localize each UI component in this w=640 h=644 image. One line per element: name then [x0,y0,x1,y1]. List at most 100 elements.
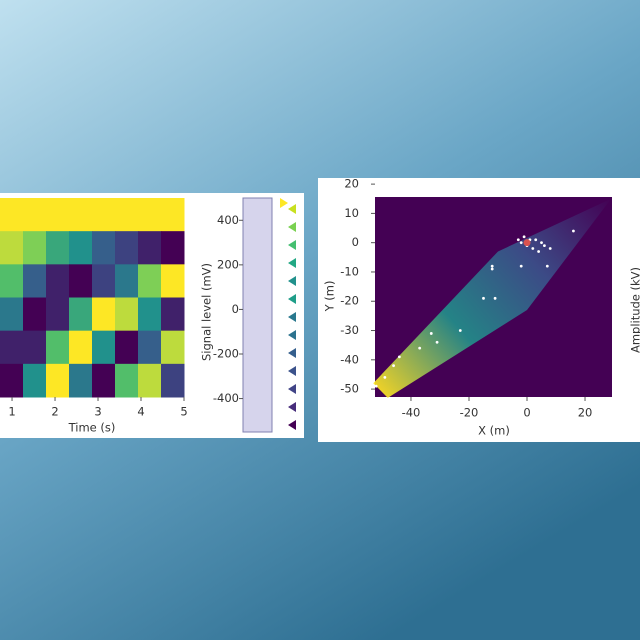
scatter-point [537,250,540,253]
scatter-point [491,265,494,268]
scatter-point [383,376,386,379]
y-tick-label: -50 [340,382,359,396]
heatmap-cell [92,331,116,365]
scatter-point [517,238,520,241]
scatter-point [540,241,543,244]
heatmap-cell [115,264,139,298]
x-tick-label: 5 [180,405,187,419]
heatmap-cell [138,364,162,398]
heatmap-cell [46,264,70,298]
heatmap-cell [23,198,47,232]
heatmap-cell [69,298,93,332]
heatmap-cell [115,364,139,398]
x-tick-label: 0 [523,406,530,420]
heatmap-cell [23,331,47,365]
heatmap-cell [0,331,24,365]
heatmap-cell [92,231,116,265]
scatter-point [543,244,546,247]
y-axis-label: Y (m) [323,281,337,313]
heatmap-cell [161,231,185,265]
x-tick-label: 20 [578,406,593,420]
x-tick-label: 1 [8,405,15,419]
heatmap-cell [92,264,116,298]
scatter-point [375,385,378,388]
heatmap-cell [0,364,24,398]
heatmap-cell [115,198,139,232]
heatmap-cell [115,231,139,265]
scatter-point [520,241,523,244]
heatmap-cell [138,298,162,332]
scatter-point [418,347,421,350]
y2-tick-label: -400 [213,391,239,405]
y2-tick-label: 200 [217,257,239,271]
scatter-point [392,364,395,367]
scatter-point [549,247,552,250]
x-tick-label: 4 [137,405,144,419]
scatter-point [430,332,433,335]
scatter-point [491,268,494,271]
heatmap-cell [0,298,24,332]
heatmap-cell [138,331,162,365]
scatter-point [398,355,401,358]
level-box [243,198,272,432]
heatmap-cell [115,298,139,332]
heatmap-cell [69,331,93,365]
y-tick-label: 0 [352,235,359,249]
heatmap-cell [69,264,93,298]
scatter-point [494,297,497,300]
heatmap-cell [0,264,24,298]
heatmap-cell [138,264,162,298]
heatmap-cell [69,198,93,232]
scatter-point [482,297,485,300]
scatter-point [534,238,537,241]
heatmap-cell [138,198,162,232]
scatter-point [572,230,575,233]
x-tick-label: -20 [460,406,479,420]
y-tick-label: -10 [340,264,359,278]
y2-tick-label: -200 [213,347,239,361]
heatmap-cell [161,298,185,332]
y-tick-label: -40 [340,352,359,366]
scatter-point [531,247,534,250]
heatmap-cell [138,231,162,265]
scatter-point [520,265,523,268]
scatter-point [546,265,549,268]
y2-axis-label: Signal level (mV) [200,263,214,361]
heatmap-cell [0,231,24,265]
y2-tick-label: 400 [217,213,239,227]
scatter-point [436,341,439,344]
x-tick-label: 3 [94,405,101,419]
y2-axis-label: Amplitude (kV) [629,267,640,353]
y-tick-label: 10 [344,206,359,220]
heatmap-cell [0,198,24,232]
heatmap-cell [92,198,116,232]
heatmap-cell [23,364,47,398]
x-axis-label: Time (s) [68,421,116,435]
heatmap-cell [92,364,116,398]
scatter-point [523,235,526,238]
heatmap-cell [23,298,47,332]
heatmap-cell [23,231,47,265]
heatmap-cell [46,231,70,265]
x-axis-label: X (m) [478,424,510,438]
heatmap-cell [46,331,70,365]
heatmap-cell [69,364,93,398]
y-tick-label: -30 [340,323,359,337]
heatmap-cell [69,231,93,265]
heatmap-cell [115,331,139,365]
heatmap-cell [161,331,185,365]
scatter-point [459,329,462,332]
heatmap-cell [92,298,116,332]
heatmap-cell [46,198,70,232]
y2-tick-label: 0 [232,302,239,316]
heatmap-cell [46,298,70,332]
scatter-point [524,239,531,246]
heatmap-cell [46,364,70,398]
heatmap-cell [161,198,185,232]
heatmap-cell [23,264,47,298]
x-tick-label: -40 [402,406,421,420]
heatmap-cell [161,364,185,398]
y-tick-label: -20 [340,294,359,308]
x-tick-label: 2 [51,405,58,419]
